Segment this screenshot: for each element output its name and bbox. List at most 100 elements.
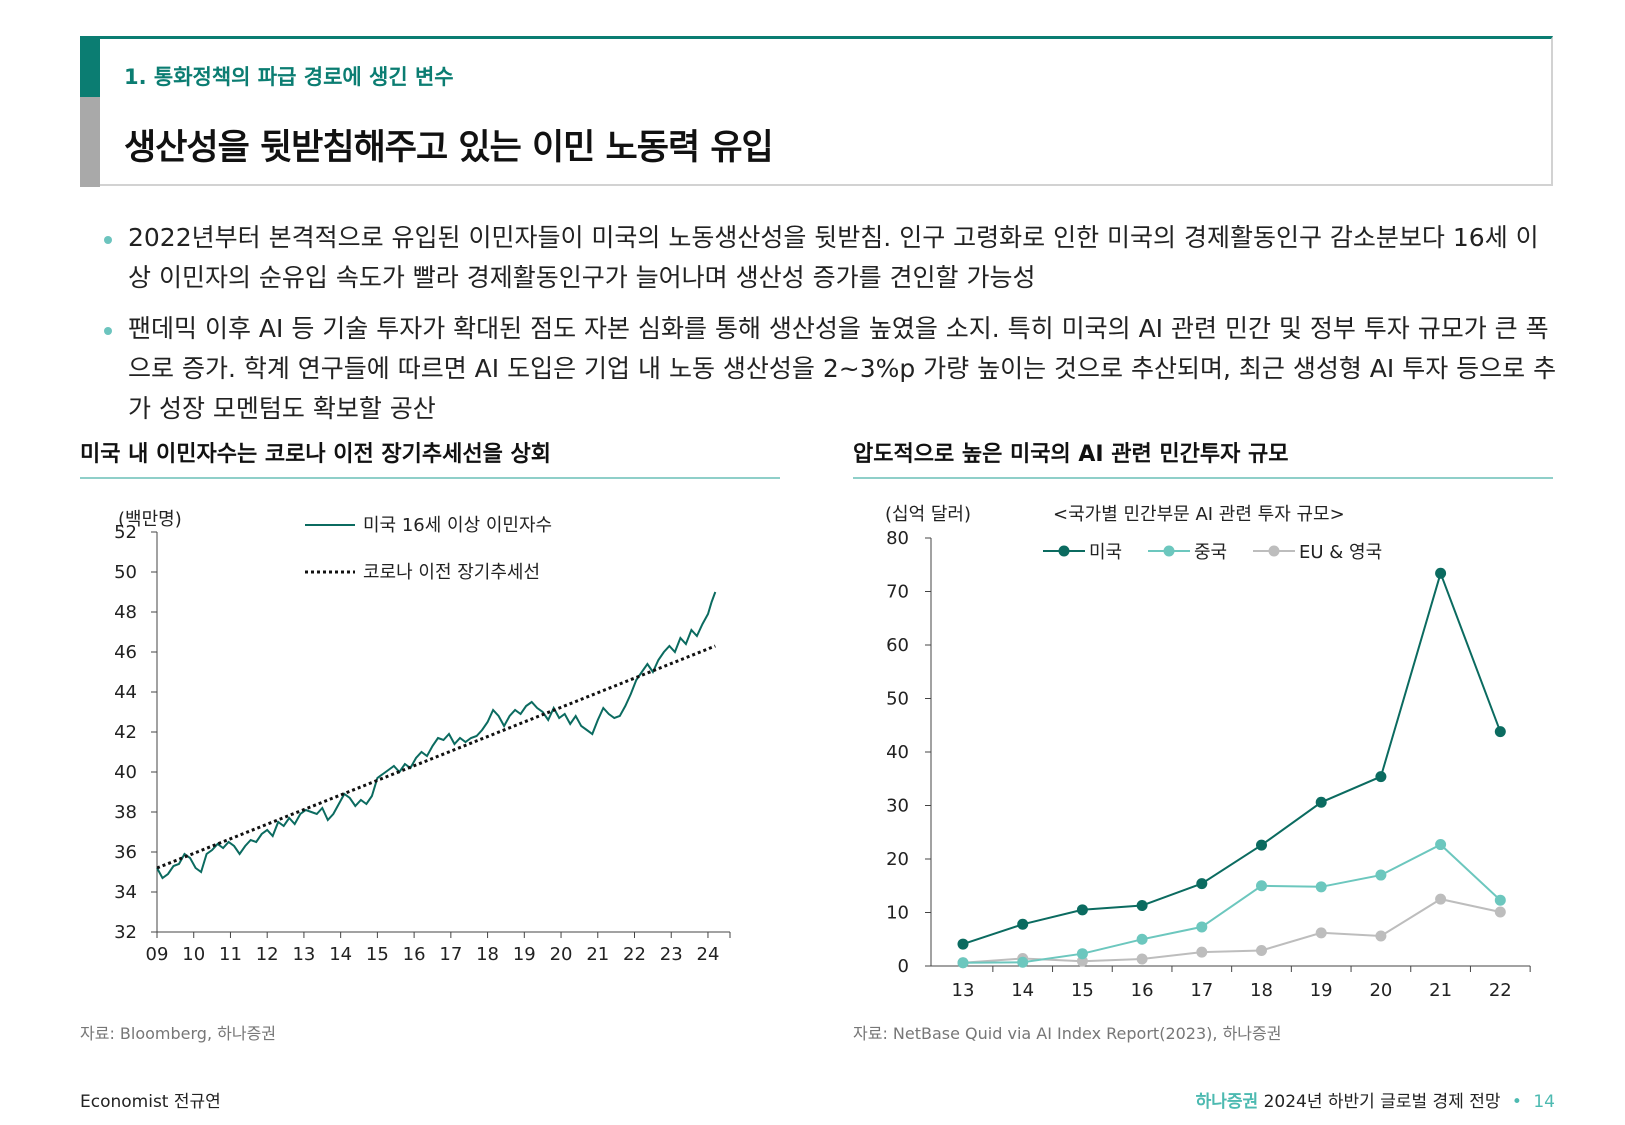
x-tick-label: 16 (1131, 980, 1154, 1001)
x-tick-label: 20 (550, 944, 573, 965)
x-tick-label: 20 (1369, 980, 1392, 1001)
data-point (1256, 880, 1267, 892)
y-tick-label: 48 (114, 602, 137, 623)
data-point (1375, 771, 1387, 783)
x-tick-label: 17 (439, 944, 462, 965)
y-tick-label: 80 (886, 528, 909, 549)
x-tick-label: 19 (1310, 980, 1333, 1001)
x-tick-label: 21 (586, 944, 609, 965)
data-point (1136, 953, 1148, 965)
header-box: 1. 통화정책의 파급 경로에 생긴 변수 생산성을 뒷받침해주고 있는 이민 … (80, 36, 1553, 187)
y-tick-label: 36 (114, 842, 137, 863)
y-tick-label: 34 (114, 882, 137, 903)
y-tick-label: 44 (114, 682, 137, 703)
x-tick-label: 19 (513, 944, 536, 965)
left-chart-rule (80, 477, 780, 479)
series-line-immigrants (156, 591, 717, 880)
series-line (962, 843, 1501, 964)
data-point (1256, 839, 1267, 851)
x-tick-label: 15 (366, 944, 389, 965)
x-tick-label: 21 (1429, 980, 1452, 1001)
bullet-text: 팬데믹 이후 AI 등 기술 투자가 확대된 점도 자본 심화를 통해 생산성을… (128, 314, 1557, 423)
x-tick-label: 24 (697, 944, 720, 965)
data-point (1435, 567, 1447, 579)
data-point (1256, 944, 1267, 956)
bullet-dot-icon (104, 327, 112, 335)
right-chart-title: 압도적으로 높은 미국의 AI 관련 민간투자 규모 (853, 442, 1289, 467)
data-point (1435, 893, 1447, 905)
data-point (1136, 933, 1148, 945)
data-point (1315, 881, 1327, 893)
series-line (962, 898, 1501, 964)
x-tick-label: 15 (1071, 980, 1094, 1001)
x-tick-label: 23 (660, 944, 683, 965)
bullet-list: 2022년부터 본격적으로 유입된 이민자들이 미국의 노동생산성을 뒷받침. … (100, 218, 1560, 440)
bullet-item: 팬데믹 이후 AI 등 기술 투자가 확대된 점도 자본 심화를 통해 생산성을… (100, 309, 1560, 429)
x-tick-label: 13 (952, 980, 975, 1001)
x-tick-label: 16 (403, 944, 426, 965)
y-tick-label: 42 (114, 722, 137, 743)
data-point (957, 938, 969, 950)
header-gray-bar (80, 97, 100, 187)
y-tick-label: 0 (898, 956, 909, 977)
series-line (962, 570, 1502, 946)
x-tick-label: 22 (1489, 980, 1512, 1001)
data-point (1494, 894, 1506, 906)
header-accent-bar (80, 36, 100, 97)
bullet-text: 2022년부터 본격적으로 유입된 이민자들이 미국의 노동생산성을 뒷받침. … (128, 223, 1539, 292)
x-tick-label: 12 (256, 944, 279, 965)
y-unit-label: (십억 달러) (885, 504, 971, 525)
left-chart-source: 자료: Bloomberg, 하나증권 (80, 1024, 277, 1043)
x-tick-label: 22 (623, 944, 646, 965)
x-tick-label: 11 (219, 944, 242, 965)
footer-author: Economist 전규연 (80, 1092, 221, 1112)
data-point (1076, 904, 1088, 916)
page-number: 14 (1533, 1092, 1555, 1112)
bullet-item: 2022년부터 본격적으로 유입된 이민자들이 미국의 노동생산성을 뒷받침. … (100, 218, 1560, 298)
legend-label: 미국 (1089, 542, 1122, 563)
y-tick-label: 50 (114, 562, 137, 583)
legend-label: EU & 영국 (1299, 542, 1382, 563)
right-chart-rule (853, 477, 1553, 479)
data-point (1196, 921, 1208, 933)
x-tick-label: 13 (292, 944, 315, 965)
data-point (1494, 726, 1506, 738)
section-label: 1. 통화정책의 파급 경로에 생긴 변수 (124, 65, 454, 89)
legend-marker (1163, 545, 1175, 557)
footer-doc-title: 2024년 하반기 글로벌 경제 전망 (1263, 1092, 1501, 1112)
legend-marker (1268, 545, 1280, 557)
x-tick-label: 10 (182, 944, 205, 965)
legend-label-immigrants: 미국 16세 이상 이민자수 (363, 515, 552, 536)
y-tick-label: 38 (114, 802, 137, 823)
footer-brand: 하나증권 (1195, 1092, 1259, 1112)
y-tick-label: 70 (886, 582, 909, 603)
data-point (1375, 869, 1387, 881)
series-line-trend (156, 644, 716, 870)
y-tick-label: 10 (886, 903, 909, 924)
x-tick-label: 09 (146, 944, 169, 965)
y-tick-label: 46 (114, 642, 137, 663)
legend-label: 중국 (1194, 542, 1227, 563)
x-tick-label: 18 (476, 944, 499, 965)
y-tick-label: 52 (114, 522, 137, 543)
y-unit-label: (백만명) (118, 509, 182, 530)
bullet-dot-icon (104, 236, 112, 244)
x-tick-label: 14 (1011, 980, 1034, 1001)
y-tick-label: 32 (114, 922, 137, 943)
y-tick-label: 30 (886, 796, 909, 817)
data-point (1315, 927, 1327, 939)
x-tick-label: 18 (1250, 980, 1273, 1001)
legend-marker (1058, 545, 1070, 557)
immigrant-chart: (백만명) 미국 16세 이상 이민자수 코로나 이전 장기추세선 32 34 36… (114, 509, 731, 965)
page-title: 생산성을 뒷받침해주고 있는 이민 노동력 유입 (124, 128, 774, 168)
data-point (1494, 906, 1506, 918)
data-point (1375, 930, 1387, 942)
y-tick-label: 50 (886, 689, 909, 710)
data-point (1017, 956, 1029, 968)
footer-separator: • (1511, 1092, 1522, 1112)
data-point (957, 957, 969, 969)
footer-doc: 하나증권 2024년 하반기 글로벌 경제 전망 • 14 (1196, 1087, 1555, 1112)
data-point (1017, 918, 1029, 930)
data-point (1196, 946, 1208, 958)
y-tick-label: 20 (886, 849, 909, 870)
